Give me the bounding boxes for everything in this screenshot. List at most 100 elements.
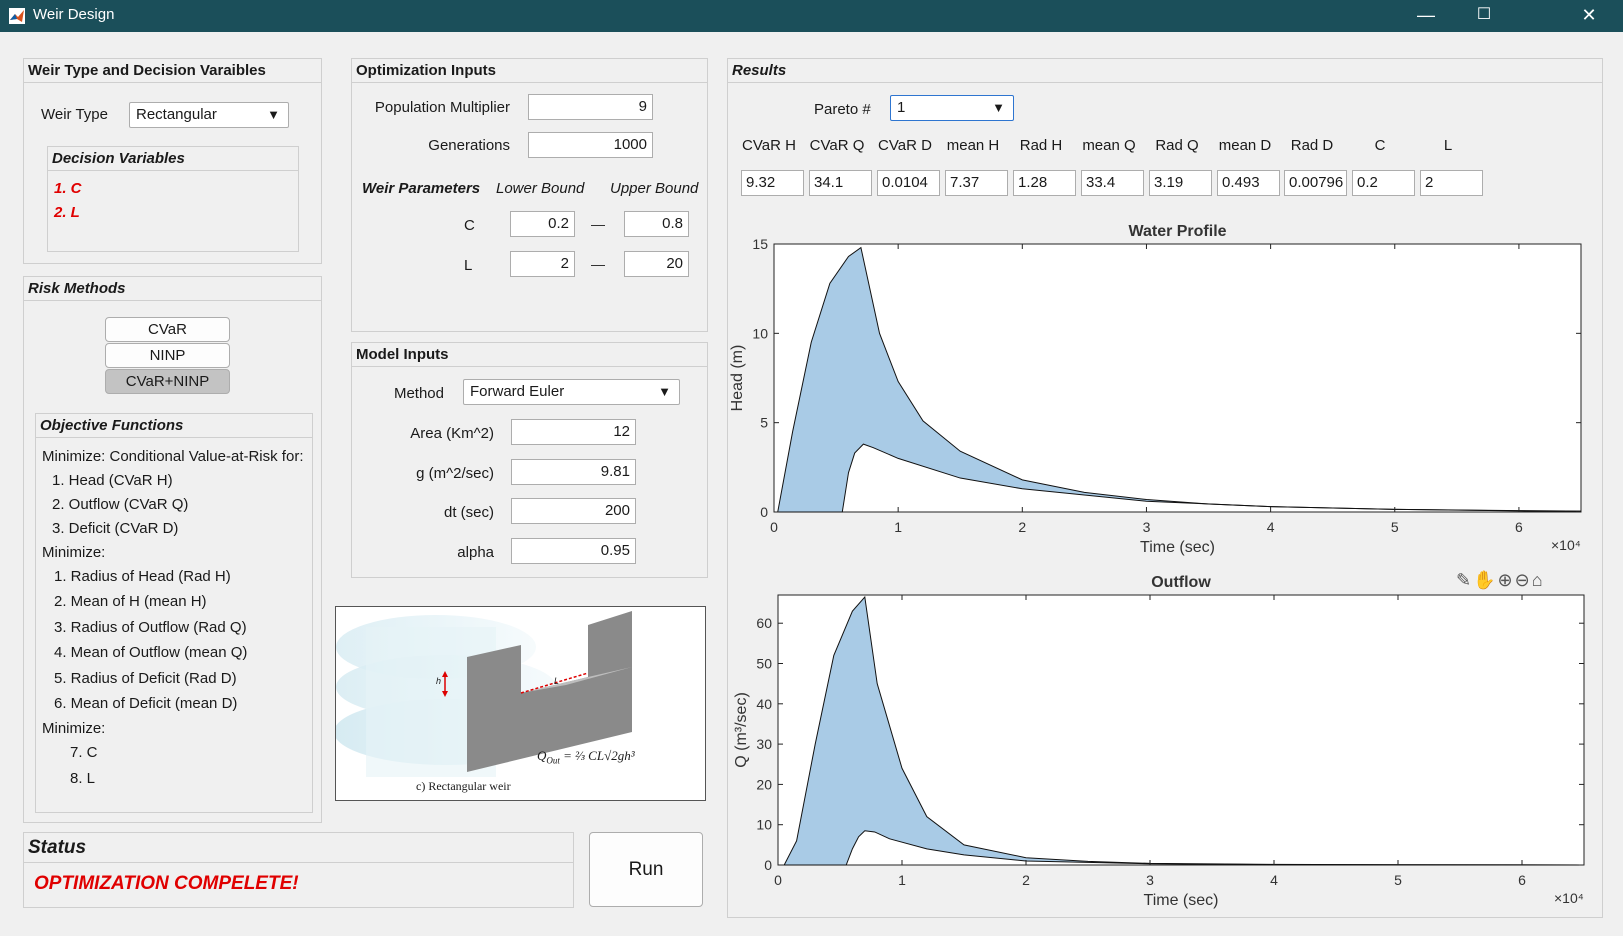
results-title: Results [728,59,1602,83]
ninp-button[interactable]: NINP [105,343,230,368]
result-header: mean D [1218,137,1272,154]
c-upper-bound-input[interactable]: 0.8 [624,211,689,237]
result-header: mean H [946,137,1000,154]
cvar-button[interactable]: CVaR [105,317,230,342]
window-title: Weir Design [33,6,115,23]
plot-title: Outflow [1151,574,1211,591]
x-tick-label: 2 [1022,872,1030,888]
zoom-out-icon[interactable]: ⊖ [1514,570,1532,590]
range-dash [591,225,605,226]
minimize-button[interactable]: — [1417,5,1435,25]
x-tick-label: 6 [1515,519,1523,535]
alpha-input[interactable]: 0.95 [511,538,636,564]
plot-title: Water Profile [1128,223,1226,240]
pareto-dropdown[interactable]: 1 ▼ [890,95,1014,121]
water-profile-plot[interactable]: 0 1 2 3 4 5 6 0 5 10 15 Time (sec) Head (m) ×10⁴ Water… [727,218,1603,560]
result-value[interactable]: 1.28 [1013,170,1076,196]
lower-bound-line [777,443,1582,513]
population-multiplier-input[interactable]: 9 [528,94,653,120]
objective-item: 2. Mean of H (mean H) [54,593,207,610]
weir-type-panel-title: Weir Type and Decision Varaibles [24,59,321,83]
l-upper-bound-input[interactable]: 20 [624,251,689,277]
x-tick-label: 4 [1267,519,1275,535]
objective-item: 3. Deficit (CVaR D) [52,520,179,537]
result-value[interactable]: 0.00796 [1284,170,1347,196]
dt-input[interactable]: 200 [511,498,636,524]
objective-item: 6. Mean of Deficit (mean D) [54,695,238,712]
objective-item: 7. C [70,744,98,761]
y-tick-label: 20 [756,776,772,792]
objective-item: Minimize: [42,544,106,561]
y-tick-label: 10 [756,817,772,833]
x-axis-label: Time (sec) [1140,539,1215,556]
method-dropdown[interactable]: Forward Euler ▼ [463,379,680,405]
cvar-ninp-button[interactable]: CVaR+NINP [105,369,230,394]
result-value[interactable]: 0.2 [1352,170,1415,196]
lower-bound-label: Lower Bound [496,180,585,197]
optimization-inputs-title: Optimization Inputs [352,59,707,83]
y-tick-label: 40 [756,696,772,712]
maximize-button[interactable]: ☐ [1476,6,1492,23]
rectangular-weir-diagram: h L QOut = ⅔ CL√2gh³ c) Rectangular weir [334,606,706,801]
weir-type-label: Weir Type [41,106,108,123]
g-label: g (m^2/sec) [416,465,494,482]
x-tick-label: 1 [894,519,902,535]
result-value[interactable]: 7.37 [945,170,1008,196]
decision-item-c: 1. C [54,180,82,197]
risk-methods-title: Risk Methods [24,277,321,301]
method-value: Forward Euler [470,383,565,400]
result-value[interactable]: 3.19 [1149,170,1212,196]
area-label: Area (Km^2) [410,425,494,442]
uncertainty-band [777,247,1581,512]
objective-item: 8. L [70,770,96,787]
close-button[interactable]: ✕ [1581,5,1597,25]
y-tick-label: 50 [756,656,772,672]
decision-item-l: 2. L [54,204,80,221]
result-value[interactable]: 34.1 [809,170,872,196]
x-tick-label: 3 [1146,872,1154,888]
pan-hand-icon[interactable]: ✋ [1473,570,1498,590]
h-label: h [436,676,442,686]
brush-icon[interactable]: ✎ [1456,570,1474,590]
result-value[interactable]: 0.493 [1217,170,1280,196]
l-lower-bound-input[interactable]: 2 [510,251,575,277]
diagram-caption: c) Rectangular weir [416,779,511,793]
x-tick-label: 3 [1143,519,1151,535]
objective-functions-title: Objective Functions [36,414,312,438]
zoom-in-icon[interactable]: ⊕ [1497,570,1515,590]
run-button[interactable]: Run [589,832,703,907]
x-tick-label: 2 [1018,519,1026,535]
y-tick-label: 10 [752,325,768,341]
objective-functions-panel: Objective Functions Minimize: Conditiona… [35,413,313,813]
axes-toolbar: ✎✋⊕⊖⌂ [1456,570,1545,591]
uncertainty-band [784,597,1584,865]
g-input[interactable]: 9.81 [511,459,636,485]
result-value[interactable]: 0.0104 [877,170,940,196]
result-header: C [1374,137,1386,154]
x-tick-label: 0 [774,872,782,888]
x-tick-label: 4 [1270,872,1278,888]
result-header: Rad D [1290,137,1334,154]
result-value[interactable]: 2 [1420,170,1483,196]
y-tick-label: 0 [760,504,768,520]
title-bar: Weir Design — ☐ ✕ [0,0,1623,32]
generations-input[interactable]: 1000 [528,132,653,158]
home-icon[interactable]: ⌂ [1531,570,1545,590]
chevron-down-icon: ▼ [267,107,280,122]
weir-type-dropdown[interactable]: Rectangular ▼ [129,102,289,128]
result-value[interactable]: 9.32 [741,170,804,196]
param-l-label: L [464,257,473,274]
status-panel: Status OPTIMIZATION COMPELETE! [23,832,574,908]
area-input[interactable]: 12 [511,419,636,445]
optimization-inputs-panel: Optimization Inputs Population Multiplie… [351,58,708,332]
method-label: Method [393,385,444,402]
objective-item: 2. Outflow (CVaR Q) [52,496,189,513]
c-lower-bound-input[interactable]: 0.2 [510,211,575,237]
result-value[interactable]: 33.4 [1081,170,1144,196]
y-tick-label: 5 [760,415,768,431]
result-header: CVaR Q [809,137,865,154]
weir-type-value: Rectangular [136,106,217,123]
risk-methods-panel: Risk Methods CVaR NINP CVaR+NINP Objecti… [23,276,322,823]
result-header: CVaR D [878,137,932,154]
